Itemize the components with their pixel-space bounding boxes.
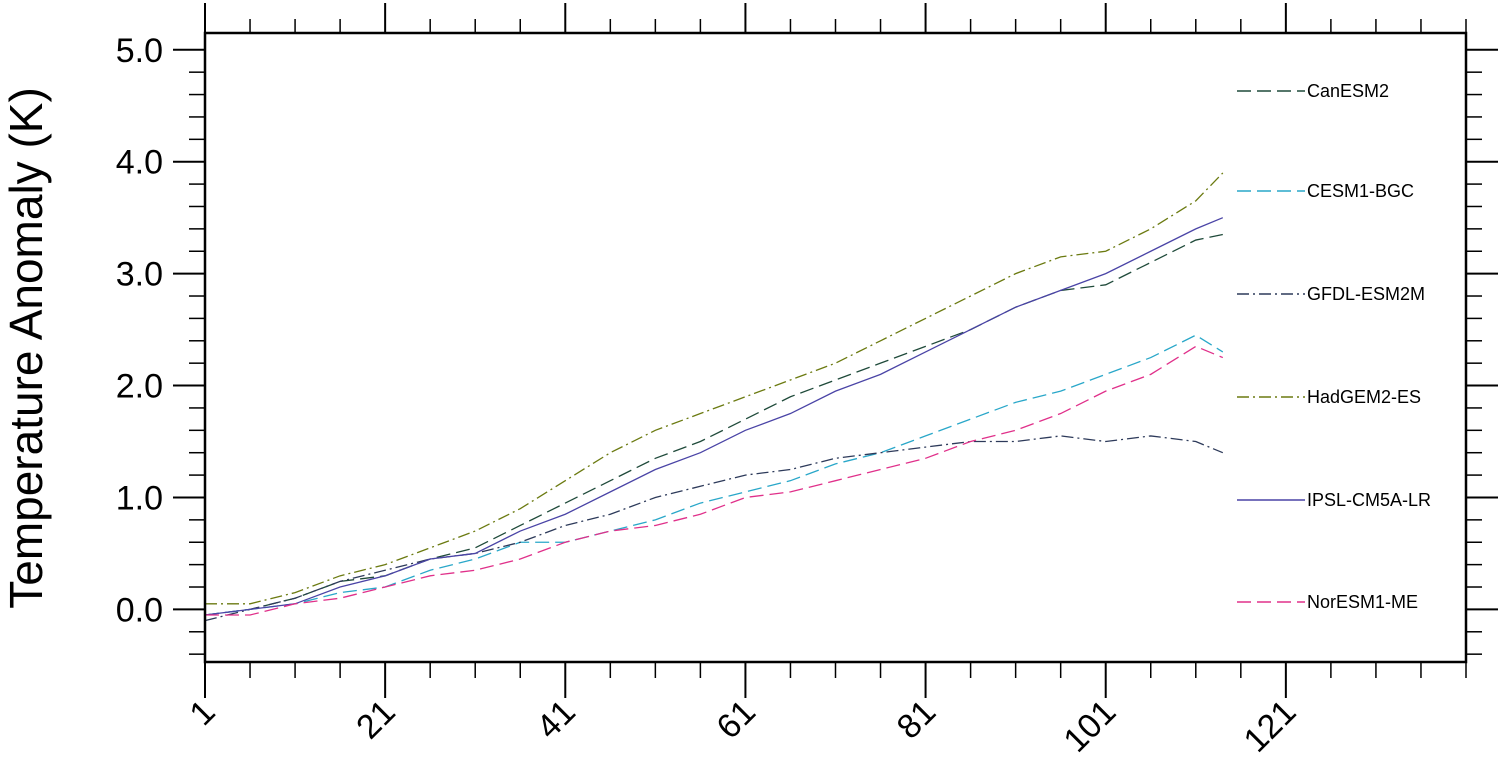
axis-ticks [173,3,1498,698]
y-tick-label: 1.0 [116,479,163,517]
y-tick-labels: 0.0 1.0 2.0 3.0 4.0 5.0 [116,32,163,630]
x-tick-label: 21 [349,693,403,747]
x-tick-label: 121 [1237,693,1304,760]
legend-label-canesm2: CanESM2 [1307,81,1389,101]
legend-label-noresm1-me: NorESM1-ME [1307,592,1418,612]
x-tick-label: 41 [529,693,583,747]
series-line-hadgem2-es [205,172,1224,605]
y-tick-label: 3.0 [116,256,163,294]
legend-label-hadgem2-es: HadGEM2-ES [1307,387,1421,407]
series-line-ipsl-cm5a-lr [204,217,1224,616]
y-axis-title: Temperature Anomaly (K) [0,87,52,609]
x-tick-label: 101 [1056,693,1123,760]
legend-label-ipsl-cm5a-lr: IPSL-CM5A-LR [1307,490,1431,510]
legend-label-cesm1-bgc: CESM1-BGC [1307,181,1414,201]
x-tick-label: 81 [890,693,944,747]
x-tick-label: 61 [709,693,763,747]
series-line-gfdl-esm2m [204,435,1224,622]
y-tick-label: 0.0 [116,591,163,629]
legend: CanESM2 CESM1-BGC GFDL-ESM2M HadGEM2-ES IPSL… [1237,81,1431,612]
x-tick-label: 1 [182,693,222,733]
legend-label-gfdl-esm2m: GFDL-ESM2M [1307,284,1425,304]
x-tick-labels: 1 21 41 61 81 101 121 [182,693,1303,760]
y-tick-label: 2.0 [116,368,163,406]
series-line-canesm2 [204,233,1223,616]
y-tick-label: 5.0 [116,32,163,70]
plot-frame [203,31,1468,664]
series-line-noresm1-me [205,345,1224,616]
y-tick-label: 4.0 [116,144,163,182]
series-line-cesm1-bgc [204,334,1224,616]
data-series [204,172,1224,622]
